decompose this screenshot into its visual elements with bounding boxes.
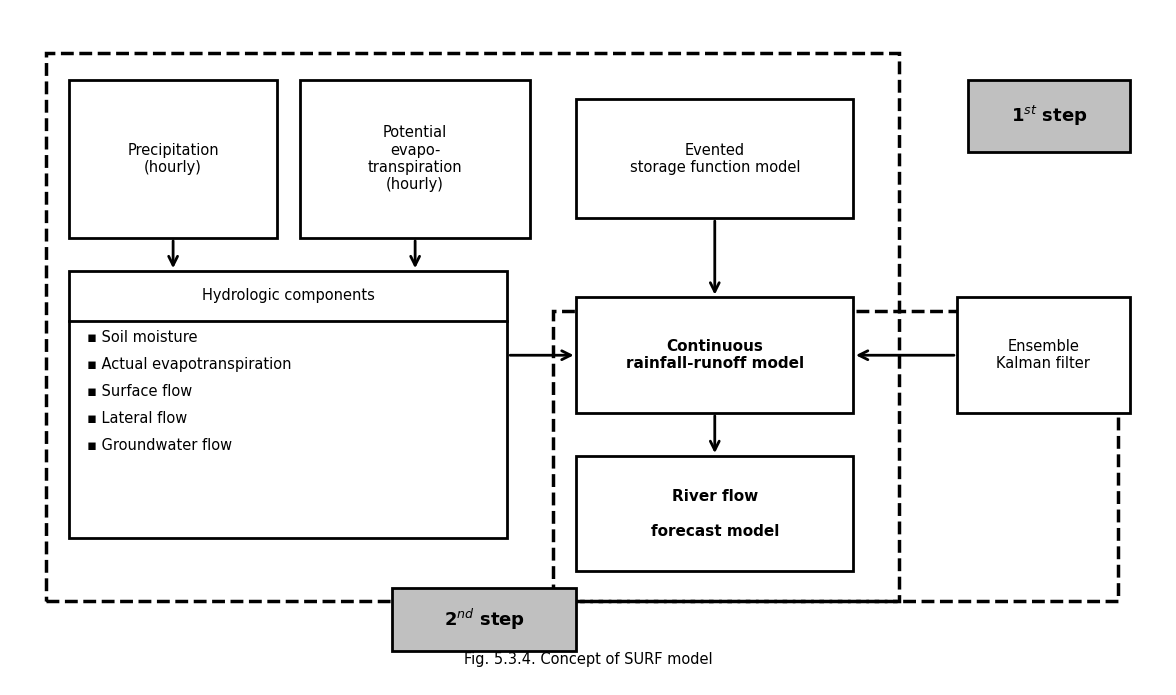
Bar — [957, 297, 1130, 413]
Text: Precipitation
(hourly): Precipitation (hourly) — [127, 142, 219, 175]
Text: Fig. 5.3.4. Concept of SURF model: Fig. 5.3.4. Concept of SURF model — [463, 652, 713, 667]
Bar — [46, 54, 900, 601]
Text: 2$^{nd}$ step: 2$^{nd}$ step — [443, 607, 524, 632]
Bar — [69, 80, 276, 238]
Text: Continuous
rainfall-runoff model: Continuous rainfall-runoff model — [626, 339, 804, 371]
Text: Potential
evapo-
transpiration
(hourly): Potential evapo- transpiration (hourly) — [368, 125, 462, 193]
Bar — [69, 271, 507, 539]
Bar — [968, 80, 1130, 152]
Text: River flow

forecast model: River flow forecast model — [650, 489, 779, 539]
Bar — [576, 99, 853, 218]
Bar — [576, 297, 853, 413]
Bar — [300, 80, 530, 238]
Text: Hydrologic components: Hydrologic components — [202, 288, 375, 303]
Text: Evented
storage function model: Evented storage function model — [629, 142, 800, 175]
Bar — [554, 311, 1118, 601]
Text: Ensemble
Kalman filter: Ensemble Kalman filter — [996, 339, 1090, 371]
Text: 1$^{st}$ step: 1$^{st}$ step — [1010, 104, 1088, 128]
Bar — [576, 456, 853, 571]
Bar — [392, 588, 576, 651]
Text: ▪ Soil moisture
▪ Actual evapotranspiration
▪ Surface flow
▪ Lateral flow
▪ Grou: ▪ Soil moisture ▪ Actual evapotranspirat… — [87, 331, 292, 453]
